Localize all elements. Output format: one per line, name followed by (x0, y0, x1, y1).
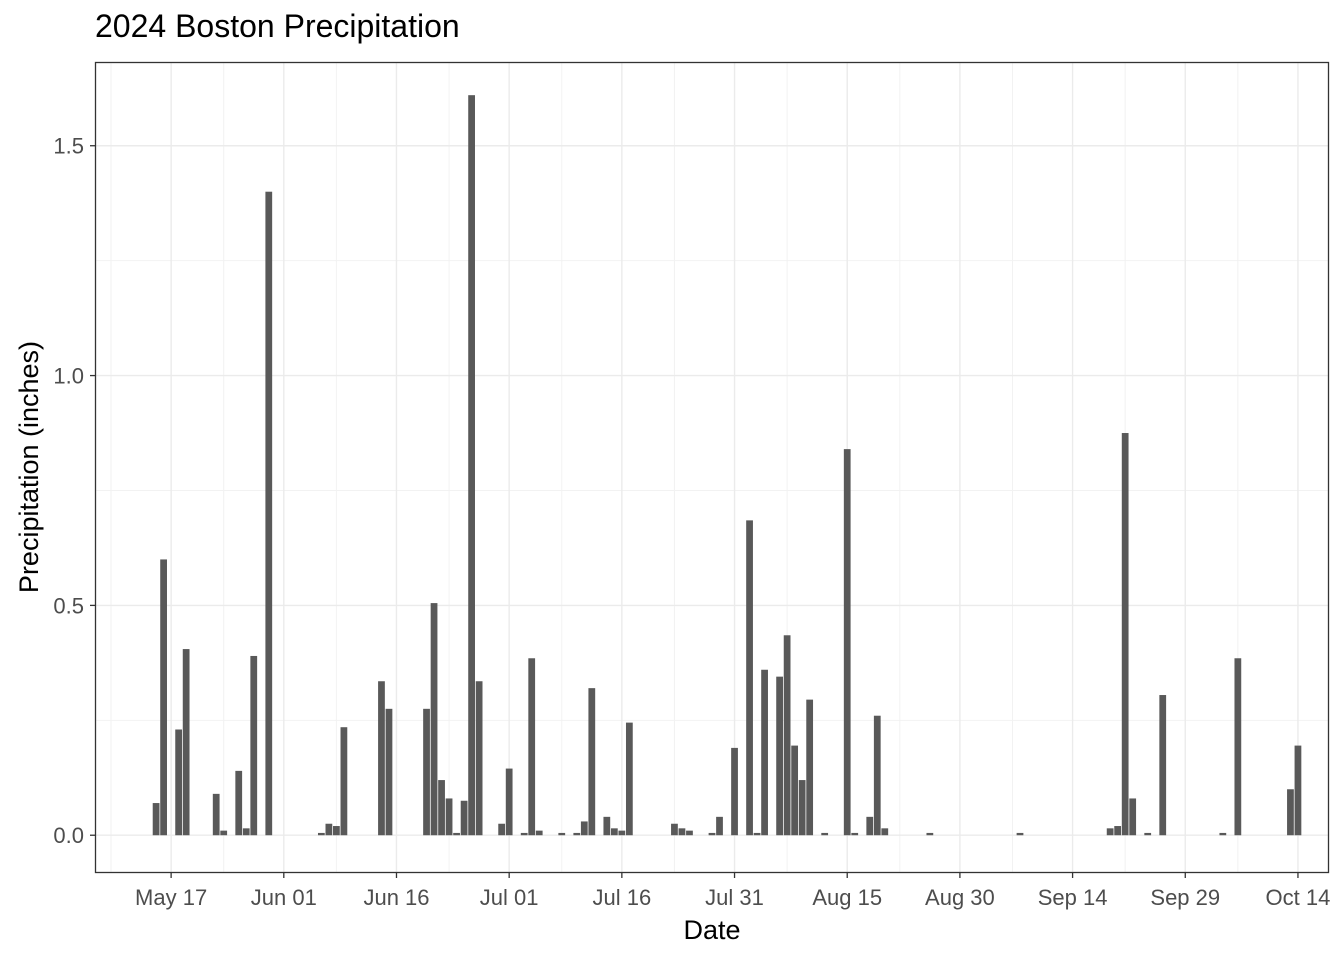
bar (468, 95, 475, 836)
x-tick-label: Jun 16 (363, 885, 429, 910)
bar (610, 828, 618, 836)
bar (325, 823, 333, 836)
bar (678, 828, 686, 836)
x-tick-label: Sep 29 (1150, 885, 1220, 910)
bar (453, 832, 460, 836)
y-tick-label: 0.0 (53, 823, 84, 848)
y-tick-label: 1.5 (53, 134, 84, 159)
x-tick-label: Jul 16 (592, 885, 651, 910)
bar (438, 780, 445, 836)
bar (378, 681, 385, 836)
bar (798, 780, 806, 836)
x-tick-label: Aug 15 (812, 885, 882, 910)
bar (866, 816, 874, 836)
x-tick-label: Jul 01 (480, 885, 539, 910)
grid (96, 63, 1328, 872)
bar (160, 559, 167, 836)
bar (152, 803, 160, 836)
bar (182, 649, 190, 836)
x-tick-label: Jun 01 (251, 885, 317, 910)
bar (573, 832, 581, 836)
bar (1219, 832, 1227, 836)
bar (783, 635, 791, 836)
bar (881, 828, 889, 836)
bar (1121, 433, 1129, 836)
x-axis-title: Date (683, 915, 740, 945)
x-tick-label: Aug 30 (925, 885, 995, 910)
bar (1144, 832, 1152, 836)
bar (333, 826, 340, 836)
bar (430, 603, 438, 836)
bar (220, 830, 228, 836)
bar (498, 823, 506, 836)
bar (423, 708, 430, 836)
bar (580, 821, 588, 836)
axes: 0.0 0.5 1.0 1.5 May 17 Jun 01 Jun 16 Jul 01 Jul … (53, 134, 1330, 910)
bar (1016, 832, 1024, 836)
bar (1234, 658, 1242, 836)
x-tick-label: Oct 14 (1266, 885, 1331, 910)
bar (746, 520, 753, 836)
bar (460, 800, 468, 836)
bar (1114, 826, 1122, 836)
bar (618, 830, 626, 836)
bar (535, 830, 543, 836)
bar (708, 832, 716, 836)
chart-title: 2024 Boston Precipitation (95, 8, 460, 44)
bar (445, 798, 453, 836)
bar (873, 715, 881, 836)
x-tick-label: May 17 (135, 885, 207, 910)
bar (1159, 695, 1167, 836)
bar (1129, 798, 1137, 836)
bar (761, 669, 768, 836)
bar (843, 449, 851, 836)
bar (588, 688, 596, 836)
bar (926, 832, 934, 836)
bar (265, 191, 273, 836)
bar (528, 658, 536, 836)
bar (558, 832, 566, 836)
bar (250, 655, 258, 836)
bar (1294, 745, 1302, 836)
bar (520, 832, 528, 836)
y-axis-title: Precipitation (inches) (14, 341, 44, 593)
bar (821, 832, 829, 836)
bars (152, 95, 1302, 836)
bar (175, 729, 183, 836)
panel-border (94, 61, 1330, 874)
bar (505, 768, 513, 836)
bar (340, 727, 348, 836)
bar (1106, 828, 1114, 836)
bar (753, 832, 761, 836)
y-tick-label: 1.0 (53, 364, 84, 389)
bar (671, 823, 678, 836)
bar (1287, 789, 1294, 836)
bar (806, 699, 814, 836)
bar (791, 745, 799, 836)
bar (242, 828, 250, 836)
x-tick-label: Sep 14 (1038, 885, 1108, 910)
bar (235, 770, 243, 836)
bar (603, 816, 611, 836)
bar (776, 676, 783, 836)
bar (212, 793, 220, 836)
x-tick-label: Jul 31 (705, 885, 764, 910)
bar (317, 832, 325, 836)
bar (716, 816, 723, 836)
bar (625, 722, 633, 836)
bar (385, 708, 393, 836)
y-tick-label: 0.5 (53, 593, 84, 618)
bar (851, 832, 859, 836)
bar (686, 830, 693, 836)
bar (475, 681, 483, 836)
bar (731, 747, 738, 836)
